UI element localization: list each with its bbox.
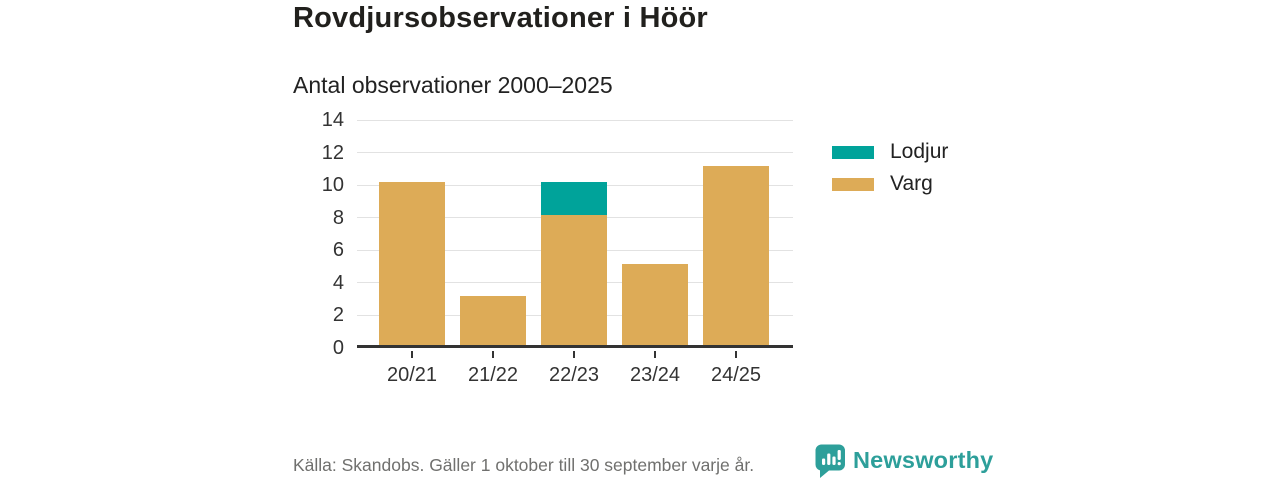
legend: Lodjur Varg [832,139,948,203]
legend-item-varg: Varg [832,171,948,197]
y-tick-label: 12 [321,141,344,164]
gridline [357,152,793,154]
bar-segment-varg [460,296,526,345]
source-note: Källa: Skandobs. Gäller 1 oktober till 3… [293,455,755,475]
gridline [357,119,793,121]
x-tick-label: 21/22 [467,364,519,386]
x-tick-label: 24/25 [710,364,762,386]
y-tick-label: 4 [332,271,344,294]
bar-segment-varg [541,214,607,345]
legend-swatch-varg [832,177,874,191]
newsworthy-brand: Newsworthy [815,444,993,478]
x-tick-label: 23/24 [629,364,681,386]
y-tick-label: 0 [332,337,344,359]
x-tick-label: 20/21 [386,364,438,386]
newsworthy-wordmark: Newsworthy [853,447,994,473]
legend-item-lodjur: Lodjur [832,139,948,165]
y-tick-label: 2 [332,304,344,327]
y-tick-label: 6 [332,239,344,262]
x-tick-label: 22/23 [548,364,600,386]
x-axis-labels: 20/21 21/22 22/23 23/24 24/25 [357,351,793,393]
chart-title: Rovdjursobservationer i Höör [293,2,708,34]
y-tick-label: 8 [332,206,344,229]
newsworthy-logo-icon [815,444,845,478]
chart-subtitle: Antal observationer 2000–2025 [293,72,613,98]
x-tick-mark [492,351,494,358]
y-tick-label: 10 [321,174,344,197]
y-tick-label: 14 [321,109,344,131]
legend-label: Varg [890,172,933,195]
plot-area [357,119,793,348]
x-tick-mark [654,351,656,358]
x-tick-mark [573,351,575,358]
legend-swatch-lodjur [832,145,874,159]
bar-segment-varg [703,165,769,345]
y-axis-labels: 0 2 4 6 8 10 12 14 [280,110,344,358]
bar-segment-varg [622,263,688,345]
legend-label: Lodjur [890,140,949,163]
x-tick-mark [735,351,737,358]
bar-segment-varg [379,182,445,345]
x-tick-mark [411,351,413,358]
bar-segment-lodjur [541,182,607,215]
